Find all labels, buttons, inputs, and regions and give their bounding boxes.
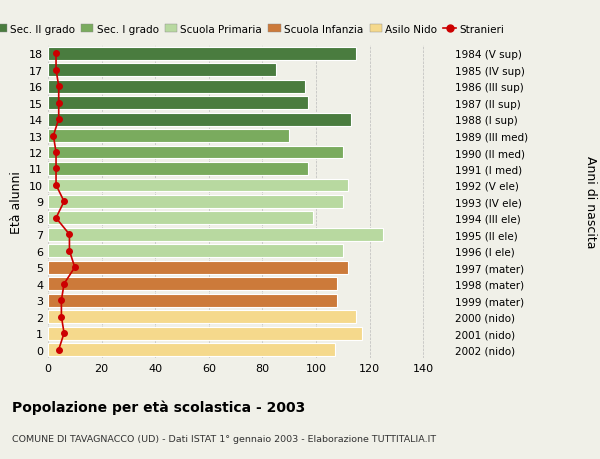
Bar (48, 48, 356, 61)
Bar (48, 311, 356, 323)
Bar (48, 294, 337, 307)
Bar (48, 146, 343, 159)
Bar (48, 130, 289, 143)
Text: Anni di nascita: Anni di nascita (584, 156, 597, 248)
Bar (48, 261, 348, 274)
Bar (48, 212, 313, 225)
Bar (48, 179, 348, 192)
Bar (48, 343, 335, 356)
Text: COMUNE DI TAVAGNACCO (UD) - Dati ISTAT 1° gennaio 2003 - Elaborazione TUTTITALIA: COMUNE DI TAVAGNACCO (UD) - Dati ISTAT 1… (12, 434, 436, 443)
Text: Popolazione per età scolastica - 2003: Popolazione per età scolastica - 2003 (12, 399, 305, 414)
Bar (48, 64, 276, 77)
Bar (48, 196, 343, 208)
Bar (48, 81, 305, 93)
Bar (48, 113, 351, 126)
Bar (48, 97, 308, 110)
Bar (48, 327, 362, 340)
Bar (48, 162, 308, 175)
Bar (48, 229, 383, 241)
Bar (48, 245, 343, 257)
Y-axis label: Età alunni: Età alunni (10, 171, 23, 233)
Bar (48, 278, 337, 291)
Legend: Sec. II grado, Sec. I grado, Scuola Primaria, Scuola Infanzia, Asilo Nido, Stran: Sec. II grado, Sec. I grado, Scuola Prim… (0, 24, 504, 34)
